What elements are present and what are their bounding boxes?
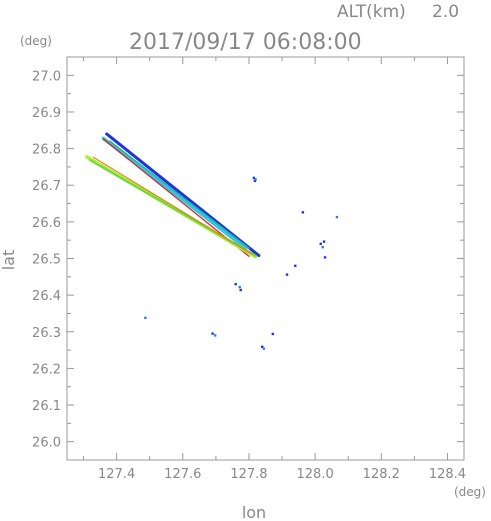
- strike-point: [301, 211, 305, 214]
- x-tick-label: 127.8: [230, 467, 267, 482]
- y-tick-label: 26.4: [32, 289, 61, 304]
- strike-streak-teal: [109, 140, 250, 249]
- strike-point: [144, 316, 147, 320]
- strike-point: [294, 264, 297, 268]
- strike-point: [254, 178, 257, 181]
- strike-streaks: [85, 132, 261, 259]
- y-axis-ticks: 27.0 26.9 26.8 26.7 26.6 26.5 26.4 26.3 26.2 26.1…: [32, 56, 464, 451]
- y-tick-label: 26.1: [32, 399, 61, 414]
- strike-point: [214, 334, 217, 337]
- x-axis-unit: (deg): [454, 485, 486, 499]
- y-tick-label: 26.5: [32, 253, 61, 268]
- y-axis-label: lat: [0, 250, 18, 271]
- x-axis-label: lon: [242, 503, 266, 521]
- x-tick-label: 127.4: [98, 467, 135, 482]
- strike-streak-blue_dark: [105, 132, 261, 258]
- y-tick-label: 26.2: [32, 362, 61, 377]
- y-tick-label: 27.0: [32, 69, 61, 84]
- y-tick-label: 26.7: [32, 179, 61, 194]
- y-tick-label: 26.8: [32, 143, 61, 158]
- strike-streak-cyan: [101, 136, 248, 250]
- y-axis-unit: (deg): [20, 34, 52, 48]
- alt-value: 2.0: [432, 2, 459, 22]
- strike-point: [335, 215, 339, 219]
- strike-point: [260, 345, 264, 348]
- alt-label: ALT(km): [337, 2, 406, 22]
- strike-point: [238, 285, 241, 289]
- strike-streak-orange: [92, 156, 253, 255]
- strike-points: [144, 176, 339, 350]
- y-tick-label: 26.0: [32, 436, 61, 451]
- y-tick-label: 26.9: [32, 106, 61, 121]
- x-tick-label: 128.4: [429, 467, 466, 482]
- strike-point: [234, 282, 237, 286]
- strike-point: [285, 273, 289, 276]
- y-tick-label: 26.6: [32, 216, 61, 231]
- strike-point: [321, 245, 324, 249]
- strike-point: [211, 332, 214, 335]
- x-tick-label: 127.6: [164, 467, 201, 482]
- x-axis-ticks: 127.4 127.6 127.8 128.0 128.2 128.4: [83, 57, 466, 482]
- strike-point: [252, 176, 256, 180]
- strike-point: [319, 242, 322, 246]
- x-tick-label: 128.2: [363, 467, 400, 482]
- strike-point: [322, 240, 326, 243]
- strike-point: [323, 256, 327, 259]
- strike-point: [239, 288, 242, 292]
- strike-point: [271, 332, 274, 336]
- strike-point: [253, 179, 257, 183]
- plot-frame: [66, 56, 465, 461]
- y-tick-label: 26.3: [32, 326, 61, 341]
- timestamp-title: 2017/09/17 06:08:00: [129, 30, 362, 55]
- x-tick-label: 128.0: [297, 467, 334, 482]
- strike-point: [262, 347, 266, 350]
